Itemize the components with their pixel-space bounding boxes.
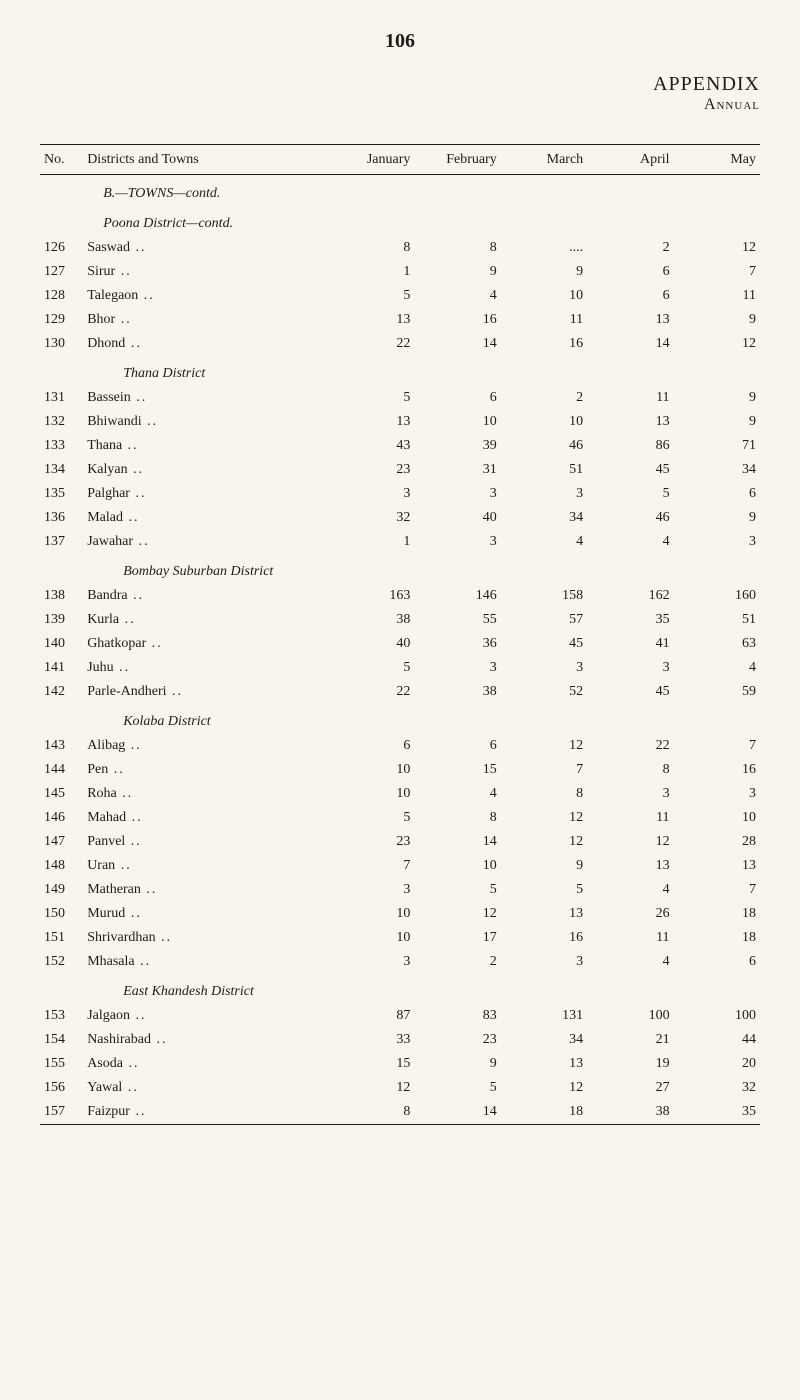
table-row: 130Dhond2214161412 — [40, 332, 760, 356]
table-row: 127Sirur19967 — [40, 260, 760, 284]
town-name: Roha — [87, 786, 133, 801]
town-name: Bandra — [87, 588, 144, 603]
page-number: 106 — [40, 30, 760, 53]
town-name: Parle-Andheri — [87, 684, 183, 699]
table-row: 136Malad324034469 — [40, 506, 760, 530]
town-name: Yawal — [87, 1080, 139, 1095]
town-name: Jawahar — [87, 534, 149, 549]
table-row: 144Pen10157816 — [40, 758, 760, 782]
section-heading-row: East Khandesh District — [40, 974, 760, 1004]
section-heading-row: B.—TOWNS—contd. — [40, 176, 760, 206]
table-row: 155Asoda159131920 — [40, 1052, 760, 1076]
table-row: 141Juhu53334 — [40, 656, 760, 680]
table-row: 135Palghar33356 — [40, 482, 760, 506]
town-name: Saswad — [87, 240, 146, 255]
col-february: February — [414, 146, 500, 175]
town-name: Kalyan — [87, 462, 144, 477]
town-name: Bassein — [87, 390, 147, 405]
table-row: 142Parle-Andheri2238524559 — [40, 680, 760, 704]
town-name: Sirur — [87, 264, 132, 279]
town-name: Dhond — [87, 336, 142, 351]
annual-label: Annual — [40, 96, 760, 114]
section-heading: Thana District — [83, 356, 760, 386]
col-january: January — [328, 146, 414, 175]
town-name: Talegaon — [87, 288, 155, 303]
section-heading-row: Bombay Suburban District — [40, 554, 760, 584]
section-heading: Kolaba District — [83, 704, 760, 734]
data-table: No. Districts and Towns January February… — [40, 144, 760, 1126]
town-name: Uran — [87, 858, 132, 873]
town-name: Bhiwandi — [87, 414, 158, 429]
table-row: 134Kalyan2331514534 — [40, 458, 760, 482]
col-may: May — [674, 146, 760, 175]
town-name: Matheran — [87, 882, 157, 897]
table-row: 131Bassein562119 — [40, 386, 760, 410]
table-row: 148Uran71091313 — [40, 854, 760, 878]
table-row: 154Nashirabad3323342144 — [40, 1028, 760, 1052]
table-row: 139Kurla3855573551 — [40, 608, 760, 632]
town-name: Malad — [87, 510, 139, 525]
town-name: Thana — [87, 438, 138, 453]
town-name: Mhasala — [87, 954, 151, 969]
col-no: No. — [40, 146, 83, 175]
town-name: Pen — [87, 762, 125, 777]
table-row: 140Ghatkopar4036454163 — [40, 632, 760, 656]
table-row: 145Roha104833 — [40, 782, 760, 806]
table-row: 157Faizpur814183835 — [40, 1100, 760, 1125]
town-name: Asoda — [87, 1056, 139, 1071]
table-row: 143Alibag6612227 — [40, 734, 760, 758]
town-name: Jalgaon — [87, 1008, 146, 1023]
section-heading-row: Kolaba District — [40, 704, 760, 734]
table-row: 128Talegaon5410611 — [40, 284, 760, 308]
town-name: Palghar — [87, 486, 146, 501]
table-row: 126Saswad88....212 — [40, 236, 760, 260]
section-heading: Poona District—contd. — [83, 206, 760, 236]
col-districts: Districts and Towns — [83, 146, 328, 175]
table-row: 147Panvel2314121228 — [40, 830, 760, 854]
town-name: Alibag — [87, 738, 142, 753]
table-row: 153Jalgaon8783131100100 — [40, 1004, 760, 1028]
appendix-block: APPENDIX Annual — [40, 73, 760, 114]
col-april: April — [587, 146, 673, 175]
table-row: 137Jawahar13443 — [40, 530, 760, 554]
table-row: 138Bandra163146158162160 — [40, 584, 760, 608]
section-heading-row: Thana District — [40, 356, 760, 386]
section-heading: B.—TOWNS—contd. — [83, 176, 760, 206]
town-name: Juhu — [87, 660, 130, 675]
town-name: Bhor — [87, 312, 132, 327]
table-row: 129Bhor131611139 — [40, 308, 760, 332]
table-row: 156Yawal125122732 — [40, 1076, 760, 1100]
table-header-row: No. Districts and Towns January February… — [40, 146, 760, 175]
appendix-title: APPENDIX — [40, 73, 760, 96]
table-row: 150Murud1012132618 — [40, 902, 760, 926]
section-heading: East Khandesh District — [83, 974, 760, 1004]
table-row: 151Shrivardhan1017161118 — [40, 926, 760, 950]
town-name: Panvel — [87, 834, 142, 849]
town-name: Shrivardhan — [87, 930, 172, 945]
col-march: March — [501, 146, 587, 175]
town-name: Kurla — [87, 612, 135, 627]
town-name: Mahad — [87, 810, 142, 825]
town-name: Faizpur — [87, 1104, 146, 1119]
table-row: 133Thana4339468671 — [40, 434, 760, 458]
town-name: Murud — [87, 906, 142, 921]
town-name: Nashirabad — [87, 1032, 167, 1047]
table-row: 152Mhasala32346 — [40, 950, 760, 974]
table-row: 149Matheran35547 — [40, 878, 760, 902]
town-name: Ghatkopar — [87, 636, 163, 651]
section-heading: Bombay Suburban District — [83, 554, 760, 584]
table-row: 132Bhiwandi131010139 — [40, 410, 760, 434]
table-row: 146Mahad58121110 — [40, 806, 760, 830]
section-heading-row: Poona District—contd. — [40, 206, 760, 236]
